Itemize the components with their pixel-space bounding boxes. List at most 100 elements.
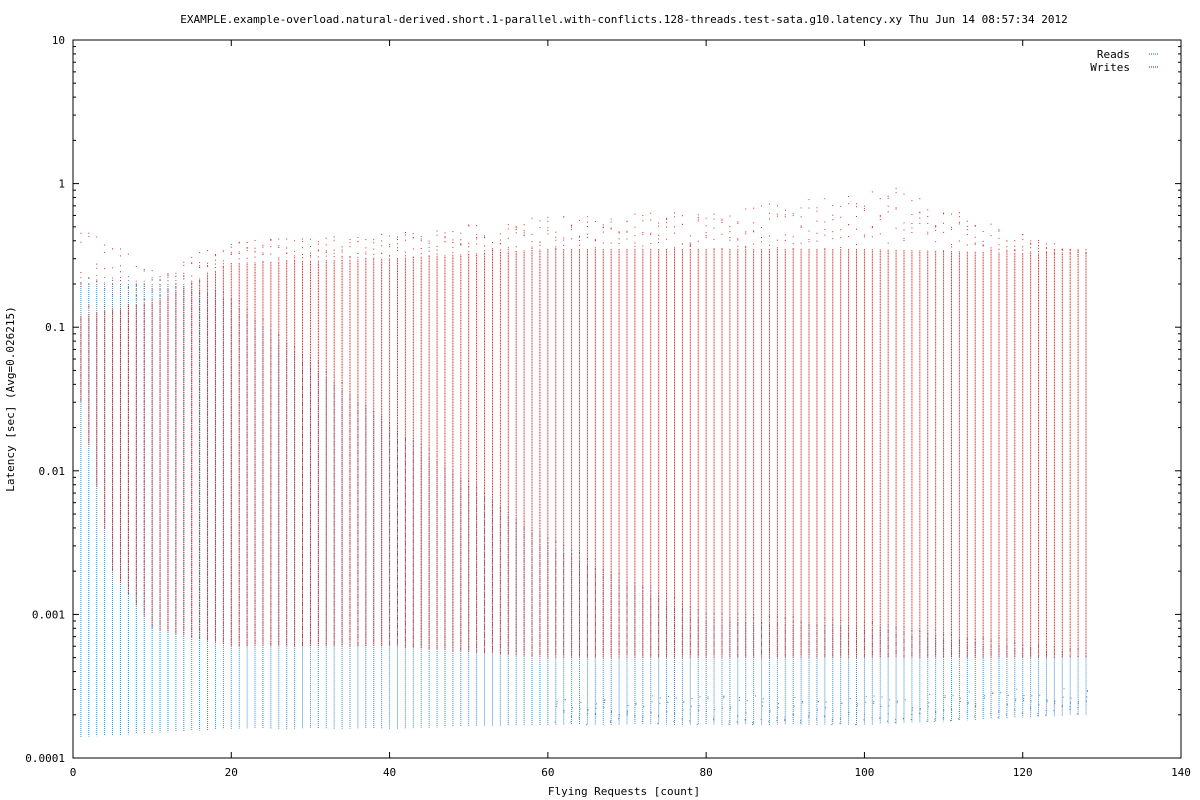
series-writes-point [618,232,620,234]
series-writes-point [761,241,763,243]
series-writes-point [270,239,272,241]
series-reads-point [871,717,873,719]
series-writes-point [1038,242,1040,244]
series-reads-point [80,277,82,279]
series-writes-point [856,203,858,205]
series-writes-point [1038,250,1040,252]
series-reads-point [801,702,803,704]
x-tick-label: 60 [541,766,554,779]
series-reads-point [755,695,757,697]
series-writes-point [436,230,438,232]
series-writes-point [887,197,889,199]
series-writes-point [143,288,145,290]
series-writes-point [373,253,375,255]
series-writes-point [1077,249,1079,251]
series-writes-point [207,272,209,274]
series-writes-point [302,253,304,255]
series-reads-point [579,713,581,715]
series-writes-point [697,214,699,216]
series-reads-point [88,283,90,285]
series-writes-point [808,238,810,240]
series-writes-point [824,228,826,230]
series-reads-point [183,278,185,280]
series-writes-point [199,252,201,254]
series-writes-point [1053,243,1055,245]
series-reads-point [879,718,881,720]
series-writes-point [476,243,478,245]
series-reads-point [652,695,654,697]
series-reads-point [889,699,891,701]
series-reads-point [604,699,606,701]
series-writes-point [911,214,913,216]
series-writes-point [286,252,288,254]
series-writes-point [381,252,383,254]
series-reads-point [739,697,741,699]
series-writes-point [278,238,280,240]
series-writes-point [484,245,486,247]
series-writes-point [832,214,834,216]
series-writes-point [436,245,438,247]
series-writes-point [341,251,343,253]
series-writes-point [879,233,881,235]
series-writes-point [658,225,660,227]
series-writes-point [428,255,430,257]
series-reads-point [887,713,889,715]
series-writes-point [404,251,406,253]
series-reads-point [642,715,644,717]
series-reads-point [667,701,669,703]
series-reads-point [934,720,936,722]
series-reads-point [1069,706,1071,708]
series-writes [80,187,1087,658]
series-reads-point [404,437,406,439]
series-writes-point [990,223,992,225]
series-writes-point [199,267,201,269]
series-writes-point [808,199,810,201]
series-writes-point [784,214,786,216]
series-reads-point [294,346,296,348]
series-writes-point [135,265,137,267]
series-writes-point [1006,249,1008,251]
series-reads-point [1069,708,1071,710]
series-reads-point [673,720,675,722]
series-writes-point [579,240,581,242]
series-reads-point [792,621,794,623]
series-writes-point [681,223,683,225]
series-writes-point [214,259,216,261]
series-reads-point [1021,712,1023,714]
series-writes-point [658,241,660,243]
series-writes-point [1045,243,1047,245]
y-tick-label: 1 [58,178,65,191]
series-reads-point [865,696,867,698]
series-reads-point [713,718,715,720]
series-writes-point [1038,245,1040,247]
series-reads-point [317,362,319,364]
series-reads-point [873,700,875,702]
series-reads-point [634,582,636,584]
series-writes-point [1038,240,1040,242]
series-writes-point [302,240,304,242]
series-writes-point [571,224,573,226]
series-writes-point [104,288,106,290]
series-writes-point [673,216,675,218]
series-reads-point [769,709,771,711]
series-writes-point [879,214,881,216]
series-reads-point [855,723,857,725]
series-reads-point [737,715,739,717]
series-writes-point [650,212,652,214]
series-reads-point [1022,700,1024,702]
series-reads-point [816,709,818,711]
series-writes-point [982,230,984,232]
y-axis-title: Latency [sec] (Avg=0.026215) [4,306,17,491]
series-reads-point [1085,655,1087,657]
series-writes-point [143,298,145,300]
series-writes-point [768,212,770,214]
series-writes-point [278,245,280,247]
series-writes-point [523,230,525,232]
series-writes-point [404,255,406,257]
series-writes-point [563,216,565,218]
series-writes-point [1030,247,1032,249]
series-writes-point [183,276,185,278]
series-reads-point [1005,714,1007,716]
